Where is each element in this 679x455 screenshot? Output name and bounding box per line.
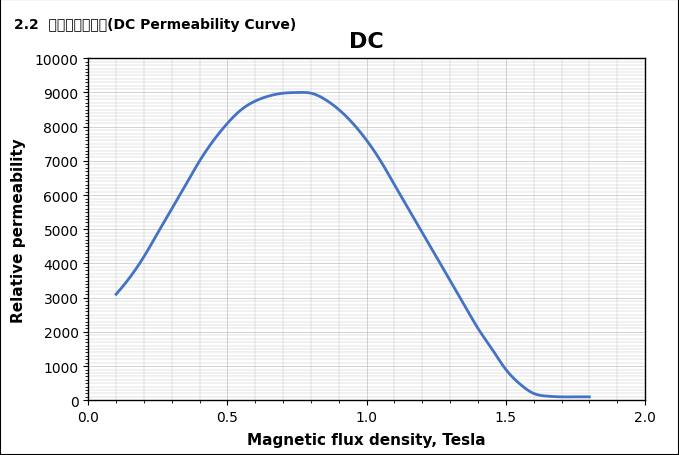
Text: 2.2  直流導磁率曲線(DC Permeability Curve): 2.2 直流導磁率曲線(DC Permeability Curve) bbox=[14, 18, 296, 32]
Title: DC: DC bbox=[349, 32, 384, 52]
X-axis label: Magnetic flux density, Tesla: Magnetic flux density, Tesla bbox=[247, 432, 486, 447]
Y-axis label: Relative permeability: Relative permeability bbox=[12, 137, 26, 322]
